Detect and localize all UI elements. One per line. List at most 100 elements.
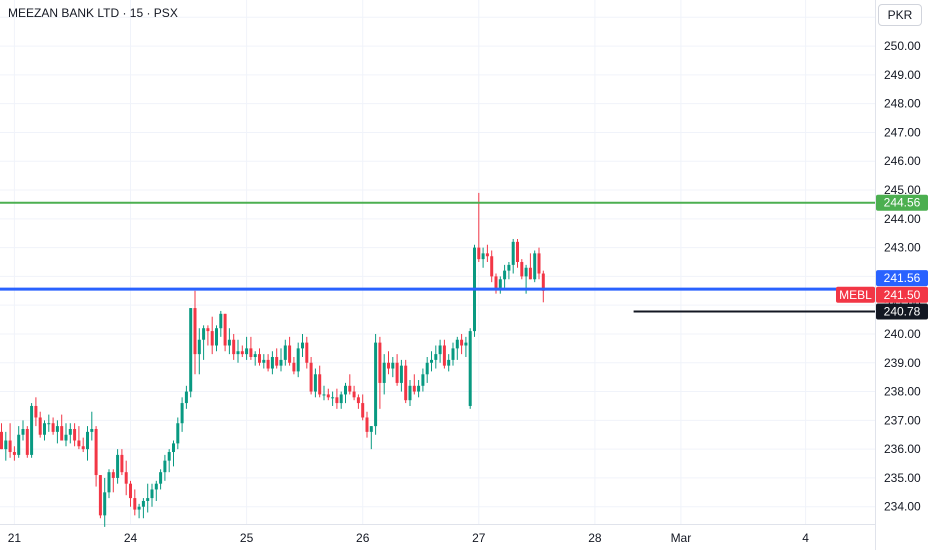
candle-body — [331, 397, 335, 399]
time-tick-label: 21 — [8, 531, 22, 545]
candle-body — [438, 345, 442, 355]
candle-body — [395, 362, 399, 383]
candle-body — [309, 362, 313, 392]
candle-body — [425, 362, 429, 375]
candle-body — [68, 428, 72, 435]
candle-body — [219, 313, 223, 329]
candle-body — [116, 454, 120, 478]
time-tick-label: 24 — [124, 531, 138, 545]
price-tick-label: 247.00 — [884, 125, 921, 139]
resistance-badge — [876, 194, 928, 211]
last-price-badge — [876, 270, 928, 287]
candle-body — [129, 483, 132, 499]
candle-body — [421, 374, 425, 386]
candle-body — [141, 500, 145, 507]
candle-body — [374, 342, 378, 427]
candle-body — [335, 397, 339, 404]
candle-body — [197, 339, 201, 355]
price-tick-label: 245.00 — [884, 183, 921, 197]
price-tick-label: 238.00 — [884, 385, 921, 399]
candle-body — [8, 440, 12, 453]
time-tick-label: 26 — [356, 531, 370, 545]
time-tick-label: Mar — [671, 531, 692, 545]
candle-body — [417, 385, 421, 392]
candle-body — [296, 348, 300, 372]
candle-body — [288, 345, 292, 363]
candle-body — [533, 253, 537, 280]
candle-body — [64, 434, 68, 441]
candle-body — [86, 431, 89, 450]
candle-body — [481, 253, 485, 260]
candle-body — [524, 267, 528, 277]
candle-body — [0, 431, 3, 450]
candle-body — [447, 359, 451, 366]
candle-body — [485, 253, 489, 257]
candle-body — [25, 428, 29, 455]
price-tick-label: 243.00 — [884, 241, 921, 255]
candle-body — [111, 472, 115, 478]
candle-body — [378, 342, 382, 383]
time-tick-label: 25 — [240, 531, 254, 545]
candle-body — [120, 454, 124, 473]
candle-body — [34, 405, 38, 418]
time-tick-label: 27 — [472, 531, 486, 545]
candle-body — [172, 443, 175, 453]
candle-body — [210, 331, 214, 346]
candle-body — [391, 362, 395, 369]
candle-body — [430, 359, 433, 363]
candle-body — [240, 351, 244, 355]
candle-body — [305, 342, 309, 363]
candle-body — [73, 428, 77, 441]
candle-body — [498, 279, 502, 288]
candle-body — [133, 498, 137, 510]
candle-body — [245, 348, 249, 355]
candle-body — [21, 428, 25, 435]
support-badge-label: 240.78 — [884, 305, 921, 319]
candle-body — [124, 472, 128, 484]
candle-body — [193, 308, 197, 355]
candle-body — [206, 328, 210, 332]
candle-body — [154, 483, 158, 490]
candle-body — [55, 426, 59, 432]
price-tick-label: 237.00 — [884, 413, 921, 427]
candle-body — [4, 440, 8, 450]
candle-body — [103, 492, 107, 516]
candle-body — [146, 498, 150, 501]
candle-body — [318, 374, 322, 395]
candle-body — [215, 328, 218, 346]
candle-body — [434, 354, 438, 360]
resistance-badge-label: 244.56 — [884, 196, 921, 210]
candle-body — [107, 472, 111, 493]
candle-body — [511, 241, 515, 265]
candle-body — [189, 308, 193, 392]
candle-body — [227, 339, 231, 346]
candle-body — [90, 428, 94, 432]
candle-body — [283, 345, 287, 360]
price-tick-label: 239.00 — [884, 356, 921, 370]
candle-body — [176, 423, 180, 444]
candle-body — [442, 345, 446, 366]
candle-body — [382, 362, 386, 383]
current-price-badge-label: 241.50 — [884, 288, 921, 302]
price-tick-label: 240.00 — [884, 327, 921, 341]
candle-body — [292, 362, 296, 372]
candle-body — [313, 374, 317, 392]
candle-body — [477, 247, 481, 260]
candle-body — [262, 359, 266, 363]
candle-body — [163, 460, 167, 473]
candle-body — [137, 506, 141, 510]
candle-body — [236, 351, 240, 355]
candle-body — [455, 339, 459, 349]
candle-body — [541, 273, 545, 291]
candle-body — [520, 262, 524, 277]
candle-body — [507, 264, 511, 271]
candle-body — [464, 342, 468, 346]
candle-body — [249, 348, 253, 358]
support-badge — [876, 303, 928, 320]
currency-button[interactable]: PKR — [878, 4, 922, 26]
candle-body — [270, 357, 274, 369]
candle-body — [369, 426, 373, 432]
candle-body — [352, 391, 356, 398]
